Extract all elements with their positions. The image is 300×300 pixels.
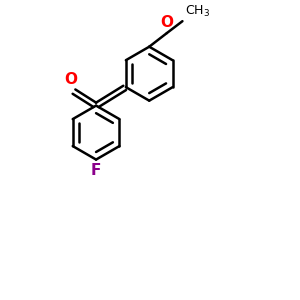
Text: F: F <box>91 163 101 178</box>
Text: O: O <box>160 15 173 30</box>
Text: O: O <box>64 73 77 88</box>
Text: CH$_3$: CH$_3$ <box>185 4 210 19</box>
